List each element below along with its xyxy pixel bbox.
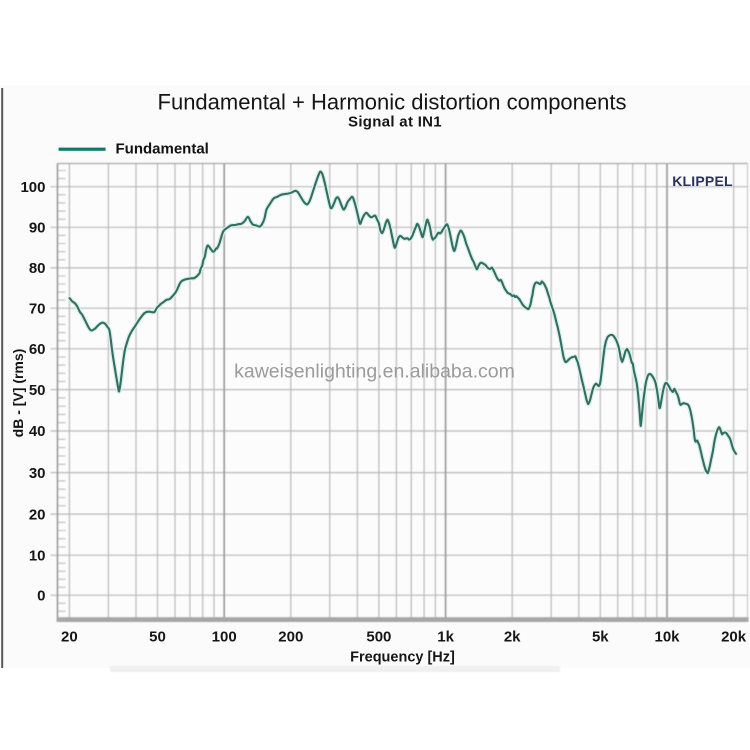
- svg-text:40: 40: [29, 423, 46, 440]
- svg-text:5k: 5k: [592, 629, 609, 646]
- svg-text:KLIPPEL: KLIPPEL: [672, 173, 733, 189]
- svg-text:Frequency [Hz]: Frequency [Hz]: [350, 650, 455, 666]
- svg-text:20: 20: [29, 506, 46, 523]
- svg-text:30: 30: [29, 465, 46, 482]
- svg-text:50: 50: [29, 382, 46, 399]
- svg-text:Fundamental + Harmonic distort: Fundamental + Harmonic distortion compon…: [158, 90, 627, 115]
- svg-text:Fundamental: Fundamental: [116, 141, 209, 158]
- svg-text:90: 90: [29, 220, 46, 237]
- svg-text:200: 200: [278, 629, 303, 646]
- svg-text:10k: 10k: [654, 629, 680, 646]
- svg-text:70: 70: [29, 300, 46, 317]
- svg-text:1k: 1k: [437, 629, 454, 646]
- svg-text:kaweisenlighting.en.alibaba.co: kaweisenlighting.en.alibaba.com: [234, 361, 515, 383]
- svg-text:10: 10: [29, 547, 46, 564]
- svg-text:20: 20: [61, 629, 78, 646]
- svg-text:100: 100: [20, 179, 45, 196]
- svg-text:2k: 2k: [504, 629, 521, 646]
- svg-text:20k: 20k: [721, 629, 747, 646]
- svg-text:Signal at IN1: Signal at IN1: [348, 114, 442, 131]
- svg-text:0: 0: [37, 587, 45, 604]
- svg-text:50: 50: [149, 629, 166, 646]
- svg-text:100: 100: [212, 629, 237, 646]
- svg-text:60: 60: [29, 341, 46, 358]
- svg-text:500: 500: [366, 629, 391, 646]
- svg-text:dB - [V] (rms): dB - [V] (rms): [10, 349, 26, 438]
- svg-text:80: 80: [29, 260, 46, 277]
